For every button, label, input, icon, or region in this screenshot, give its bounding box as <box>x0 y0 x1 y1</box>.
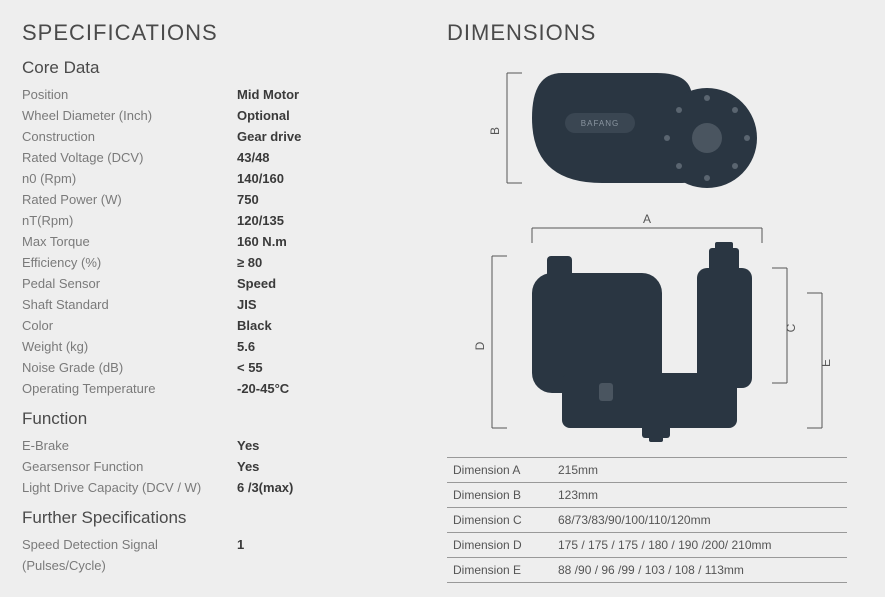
spec-value: JIS <box>237 294 257 315</box>
spec-row: Weight (kg)5.6 <box>22 336 417 357</box>
spec-label: Max Torque <box>22 231 237 252</box>
dim-label-e: E <box>819 359 833 367</box>
spec-value: 120/135 <box>237 210 284 231</box>
dim-value: 215mm <box>552 458 847 483</box>
spec-row: Efficiency (%)≥ 80 <box>22 252 417 273</box>
spec-value: < 55 <box>237 357 263 378</box>
spec-row: Operating Temperature-20-45°C <box>22 378 417 399</box>
dim-value: 68/73/83/90/100/110/120mm <box>552 508 847 533</box>
spec-row: Max Torque160 N.m <box>22 231 417 252</box>
spec-label: Weight (kg) <box>22 336 237 357</box>
spec-row: Noise Grade (dB)< 55 <box>22 357 417 378</box>
spec-value: 750 <box>237 189 259 210</box>
spec-label: Rated Voltage (DCV) <box>22 147 237 168</box>
dim-value: 123mm <box>552 483 847 508</box>
spec-row: Pedal SensorSpeed <box>22 273 417 294</box>
spec-value: 140/160 <box>237 168 284 189</box>
dim-label: Dimension E <box>447 558 552 583</box>
spec-label: E-Brake <box>22 435 237 456</box>
spec-label: Construction <box>22 126 237 147</box>
heading-core-data: Core Data <box>22 58 417 78</box>
spec-row: Light Drive Capacity (DCV / W)6 /3(max) <box>22 477 417 498</box>
spec-label: Pedal Sensor <box>22 273 237 294</box>
spec-label: Light Drive Capacity (DCV / W) <box>22 477 237 498</box>
spec-label: Position <box>22 84 237 105</box>
spec-label: n0 (Rpm) <box>22 168 237 189</box>
table-row: Dimension B123mm <box>447 483 847 508</box>
spec-label: Wheel Diameter (Inch) <box>22 105 237 126</box>
spec-label: Gearsensor Function <box>22 456 237 477</box>
dim-label-b: B <box>488 127 502 135</box>
spec-row: nT(Rpm)120/135 <box>22 210 417 231</box>
spec-value: 6 /3(max) <box>237 477 293 498</box>
dim-label: Dimension A <box>447 458 552 483</box>
spec-row: Wheel Diameter (Inch)Optional <box>22 105 417 126</box>
dimensions-table: Dimension A215mmDimension B123mmDimensio… <box>447 457 847 583</box>
spec-label: Color <box>22 315 237 336</box>
spec-row: PositionMid Motor <box>22 84 417 105</box>
spec-value: -20-45°C <box>237 378 289 399</box>
spec-row: Rated Voltage (DCV)43/48 <box>22 147 417 168</box>
dimension-diagrams: B <box>447 58 847 453</box>
table-row: Dimension C68/73/83/90/100/110/120mm <box>447 508 847 533</box>
spec-label: Operating Temperature <box>22 378 237 399</box>
spec-label: Speed Detection Signal (Pulses/Cycle) <box>22 534 237 576</box>
spec-value: Mid Motor <box>237 84 299 105</box>
dim-value: 175 / 175 / 175 / 180 / 190 /200/ 210mm <box>552 533 847 558</box>
dim-label: Dimension C <box>447 508 552 533</box>
dim-label: Dimension B <box>447 483 552 508</box>
table-row: Dimension D175 / 175 / 175 / 180 / 190 /… <box>447 533 847 558</box>
heading-specifications: SPECIFICATIONS <box>22 20 417 46</box>
spec-value: 160 N.m <box>237 231 287 252</box>
spec-value: 1 <box>237 534 244 576</box>
table-row: Dimension E88 /90 / 96 /99 / 103 / 108 /… <box>447 558 847 583</box>
heading-function: Function <box>22 409 417 429</box>
spec-label: Shaft Standard <box>22 294 237 315</box>
spec-row: Shaft StandardJIS <box>22 294 417 315</box>
spec-row: Speed Detection Signal (Pulses/Cycle)1 <box>22 534 417 576</box>
spec-value: ≥ 80 <box>237 252 262 273</box>
spec-row: ConstructionGear drive <box>22 126 417 147</box>
spec-label: Efficiency (%) <box>22 252 237 273</box>
spec-label: Rated Power (W) <box>22 189 237 210</box>
spec-row: E-BrakeYes <box>22 435 417 456</box>
dim-value: 88 /90 / 96 /99 / 103 / 108 / 113mm <box>552 558 847 583</box>
spec-value: 43/48 <box>237 147 270 168</box>
spec-row: Rated Power (W)750 <box>22 189 417 210</box>
spec-value: Gear drive <box>237 126 301 147</box>
dim-label-d: D <box>473 341 487 350</box>
table-row: Dimension A215mm <box>447 458 847 483</box>
spec-value: Optional <box>237 105 290 126</box>
spec-row: n0 (Rpm)140/160 <box>22 168 417 189</box>
heading-dimensions: DIMENSIONS <box>447 20 847 46</box>
spec-label: Noise Grade (dB) <box>22 357 237 378</box>
spec-value: Yes <box>237 456 259 477</box>
spec-row: ColorBlack <box>22 315 417 336</box>
dim-label-c: C <box>784 323 798 332</box>
spec-row: Gearsensor FunctionYes <box>22 456 417 477</box>
spec-value: Yes <box>237 435 259 456</box>
spec-value: 5.6 <box>237 336 255 357</box>
dim-label-a: A <box>643 212 651 226</box>
spec-value: Speed <box>237 273 276 294</box>
brand-label: BAFANG <box>581 119 619 128</box>
spec-value: Black <box>237 315 272 336</box>
dim-label: Dimension D <box>447 533 552 558</box>
heading-further: Further Specifications <box>22 508 417 528</box>
spec-label: nT(Rpm) <box>22 210 237 231</box>
